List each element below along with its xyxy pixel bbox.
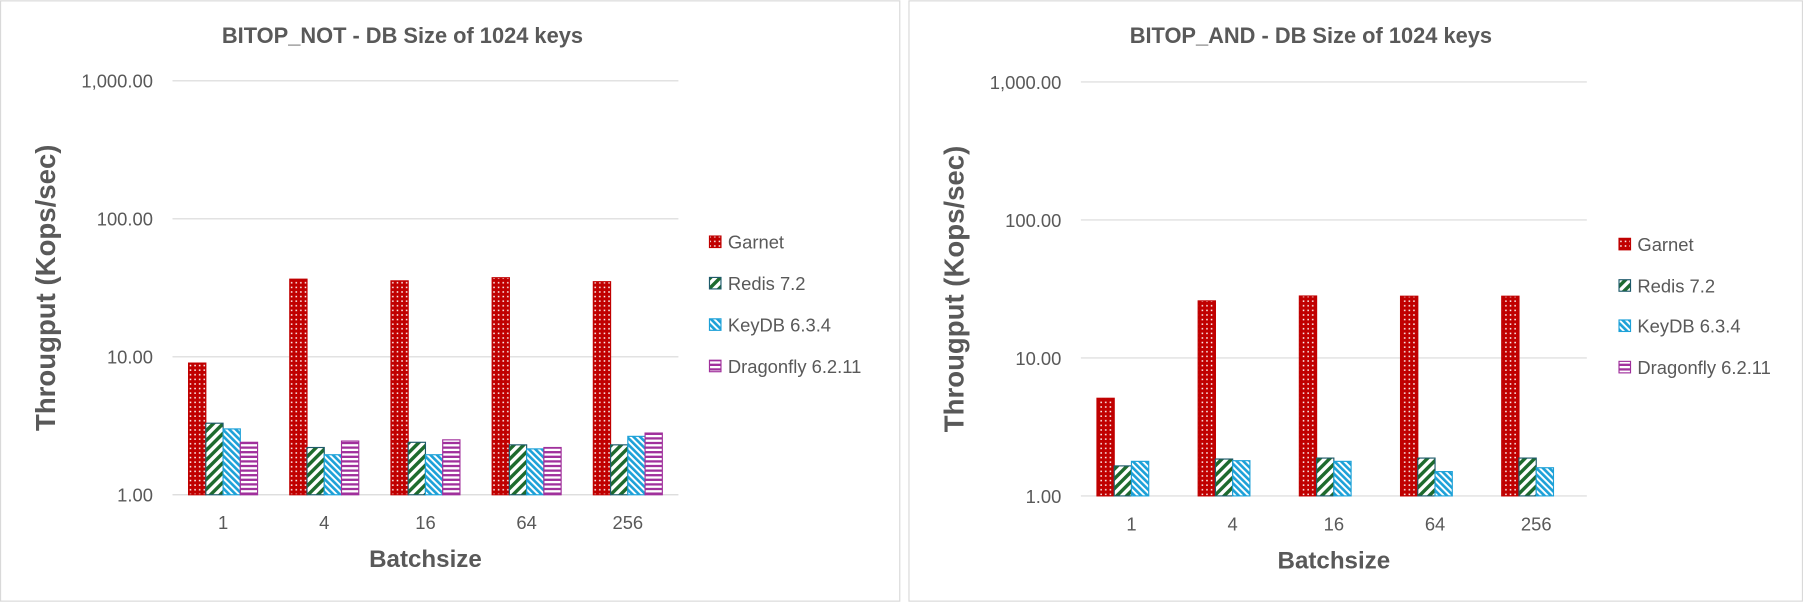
bar-keydb xyxy=(1130,460,1150,497)
bar-garnet xyxy=(1197,300,1216,497)
x-tick-label: 1 xyxy=(218,512,228,533)
legend-swatch xyxy=(1618,237,1632,251)
bar-keydb xyxy=(1333,460,1352,497)
bar-garnet xyxy=(289,278,308,496)
x-axis-label: Batchsize xyxy=(369,546,482,573)
x-tick-label: 16 xyxy=(415,512,435,533)
y-tick-label: 1,000.00 xyxy=(990,72,1062,93)
x-tick-label: 256 xyxy=(612,512,643,533)
bar-dragonfly xyxy=(340,440,360,496)
bar-keydb xyxy=(222,428,241,496)
bar-redis xyxy=(1316,457,1335,497)
chart-border xyxy=(908,0,1803,602)
x-tick-label: 256 xyxy=(1521,513,1552,534)
legend-swatch xyxy=(708,359,722,373)
bar-redis xyxy=(205,422,224,496)
bar-keydb xyxy=(424,454,444,496)
x-tick-label: 4 xyxy=(319,512,329,533)
legend-swatch xyxy=(708,235,722,249)
bar-dragonfly xyxy=(239,441,259,496)
x-tick-label: 1 xyxy=(1126,513,1136,534)
x-tick-label: 64 xyxy=(516,512,536,533)
chart-border xyxy=(0,0,901,602)
x-tick-label: 4 xyxy=(1228,513,1238,534)
legend-swatch xyxy=(1618,279,1632,292)
y-axis-label: Througput (Kops/sec) xyxy=(30,145,61,432)
bar-garnet xyxy=(491,277,510,496)
x-axis-label: Batchsize xyxy=(1278,547,1391,574)
bar-garnet xyxy=(188,362,207,496)
chart-title: BITOP_NOT - DB Size of 1024 keys xyxy=(222,23,583,48)
legend-label: Dragonfly 6.2.11 xyxy=(728,356,861,377)
x-tick-label: 16 xyxy=(1324,513,1344,534)
y-tick-label: 10.00 xyxy=(107,347,153,368)
legend-label: Garnet xyxy=(1637,234,1693,255)
bar-redis xyxy=(1113,465,1133,497)
bar-keydb xyxy=(323,454,343,496)
legend-swatch xyxy=(708,318,722,331)
legend-swatch xyxy=(1618,319,1632,333)
bar-garnet xyxy=(390,280,409,496)
legend-swatch xyxy=(1618,360,1632,374)
bar-redis xyxy=(610,444,629,496)
bar-keydb xyxy=(1434,471,1453,497)
legend-label: KeyDB 6.3.4 xyxy=(728,314,831,335)
bar-redis xyxy=(1518,457,1537,497)
bar-dragonfly xyxy=(644,432,663,496)
legend-label: Redis 7.2 xyxy=(728,273,806,294)
y-tick-label: 100.00 xyxy=(1005,210,1061,231)
bar-garnet xyxy=(1096,397,1115,497)
bar-redis xyxy=(306,446,325,496)
bar-garnet xyxy=(592,281,612,496)
y-tick-label: 1.00 xyxy=(1026,486,1062,507)
y-tick-label: 1.00 xyxy=(117,485,153,506)
bar-garnet xyxy=(1298,295,1318,497)
chart-title: BITOP_AND - DB Size of 1024 keys xyxy=(1130,23,1492,48)
y-tick-label: 100.00 xyxy=(97,209,153,230)
y-tick-label: 10.00 xyxy=(1015,348,1061,369)
bar-redis xyxy=(1417,457,1436,497)
x-tick-label: 64 xyxy=(1425,513,1445,534)
legend-label: Dragonfly 6.2.11 xyxy=(1637,357,1770,378)
legend-label: KeyDB 6.3.4 xyxy=(1637,316,1740,337)
bar-keydb xyxy=(526,448,545,496)
legend-label: Garnet xyxy=(728,232,784,253)
bar-keydb xyxy=(1232,460,1251,497)
y-axis-label: Througput (Kops/sec) xyxy=(939,146,970,433)
bar-keydb xyxy=(627,435,646,496)
bar-redis xyxy=(407,441,427,496)
chart-bitop-and: BITOP_AND - DB Size of 1024 keys 1.00 10.0… xyxy=(908,0,1803,602)
legend-label: Redis 7.2 xyxy=(1637,275,1715,296)
bar-keydb xyxy=(1535,467,1555,497)
bar-redis xyxy=(508,444,528,496)
y-tick-label: 1,000.00 xyxy=(81,71,153,92)
legend-swatch xyxy=(708,276,722,290)
bar-redis xyxy=(1214,458,1234,497)
bar-dragonfly xyxy=(543,446,562,496)
bar-garnet xyxy=(1399,295,1419,497)
bar-garnet xyxy=(1501,295,1520,497)
bar-dragonfly xyxy=(442,439,461,496)
chart-bitop-not: BITOP_NOT - DB Size of 1024 keys 1.00 10.0… xyxy=(0,0,901,602)
